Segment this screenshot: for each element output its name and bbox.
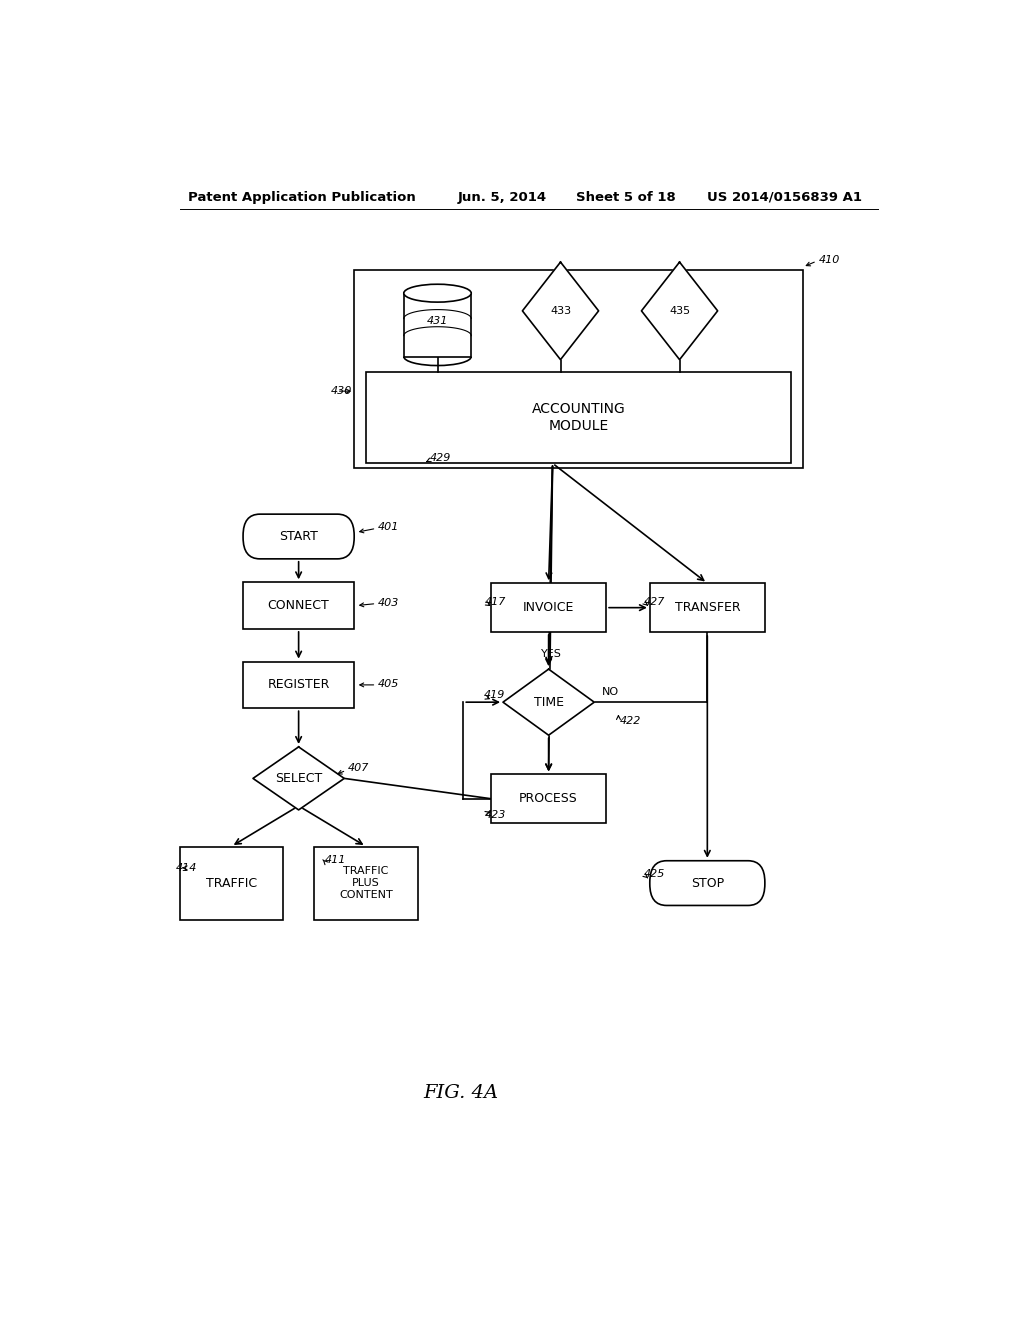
Polygon shape [522, 263, 599, 359]
Text: TRAFFIC
PLUS
CONTENT: TRAFFIC PLUS CONTENT [339, 866, 393, 900]
Text: 422: 422 [620, 717, 641, 726]
Text: Patent Application Publication: Patent Application Publication [187, 190, 416, 203]
Text: TRAFFIC: TRAFFIC [206, 876, 257, 890]
Text: 405: 405 [378, 678, 399, 689]
Polygon shape [641, 263, 718, 359]
Text: CONNECT: CONNECT [267, 599, 330, 612]
Text: 431: 431 [427, 315, 449, 326]
Polygon shape [503, 669, 594, 735]
Text: ACCOUNTING
MODULE: ACCOUNTING MODULE [531, 403, 626, 433]
Bar [243, 582, 354, 630]
Text: STOP: STOP [691, 876, 724, 890]
Text: 403: 403 [378, 598, 399, 607]
Text: 401: 401 [378, 523, 399, 532]
Text: INVOICE: INVOICE [523, 601, 574, 614]
Text: 407: 407 [348, 763, 370, 774]
Bar [354, 271, 803, 469]
Text: 411: 411 [325, 855, 346, 865]
Text: START: START [280, 531, 318, 543]
Text: YES: YES [541, 649, 561, 660]
FancyBboxPatch shape [650, 861, 765, 906]
Text: 423: 423 [485, 810, 507, 820]
Polygon shape [253, 747, 344, 810]
Text: 435: 435 [669, 306, 690, 315]
Bar [403, 293, 471, 356]
Text: 433: 433 [550, 306, 571, 315]
Text: TIME: TIME [534, 696, 563, 709]
Text: 430: 430 [331, 387, 351, 396]
Text: 417: 417 [485, 597, 507, 607]
Text: 425: 425 [644, 869, 666, 879]
Bar [492, 583, 606, 632]
Bar [650, 583, 765, 632]
Text: FIG. 4A: FIG. 4A [424, 1085, 499, 1102]
Text: Sheet 5 of 18: Sheet 5 of 18 [577, 190, 676, 203]
Bar [367, 372, 791, 463]
Text: 419: 419 [483, 690, 505, 700]
Bar [314, 846, 418, 920]
Text: 427: 427 [644, 597, 666, 607]
Bar [179, 846, 283, 920]
Text: 410: 410 [818, 255, 840, 265]
Text: Jun. 5, 2014: Jun. 5, 2014 [458, 190, 547, 203]
Bar [492, 775, 606, 824]
Text: REGISTER: REGISTER [267, 678, 330, 692]
Text: SELECT: SELECT [275, 772, 323, 785]
Ellipse shape [403, 284, 471, 302]
FancyBboxPatch shape [243, 515, 354, 558]
Text: 429: 429 [430, 453, 451, 463]
Text: NO: NO [602, 686, 620, 697]
Text: PROCESS: PROCESS [519, 792, 578, 805]
Text: US 2014/0156839 A1: US 2014/0156839 A1 [708, 190, 862, 203]
Text: TRANSFER: TRANSFER [675, 601, 740, 614]
Bar [243, 661, 354, 709]
Text: 414: 414 [176, 863, 197, 873]
